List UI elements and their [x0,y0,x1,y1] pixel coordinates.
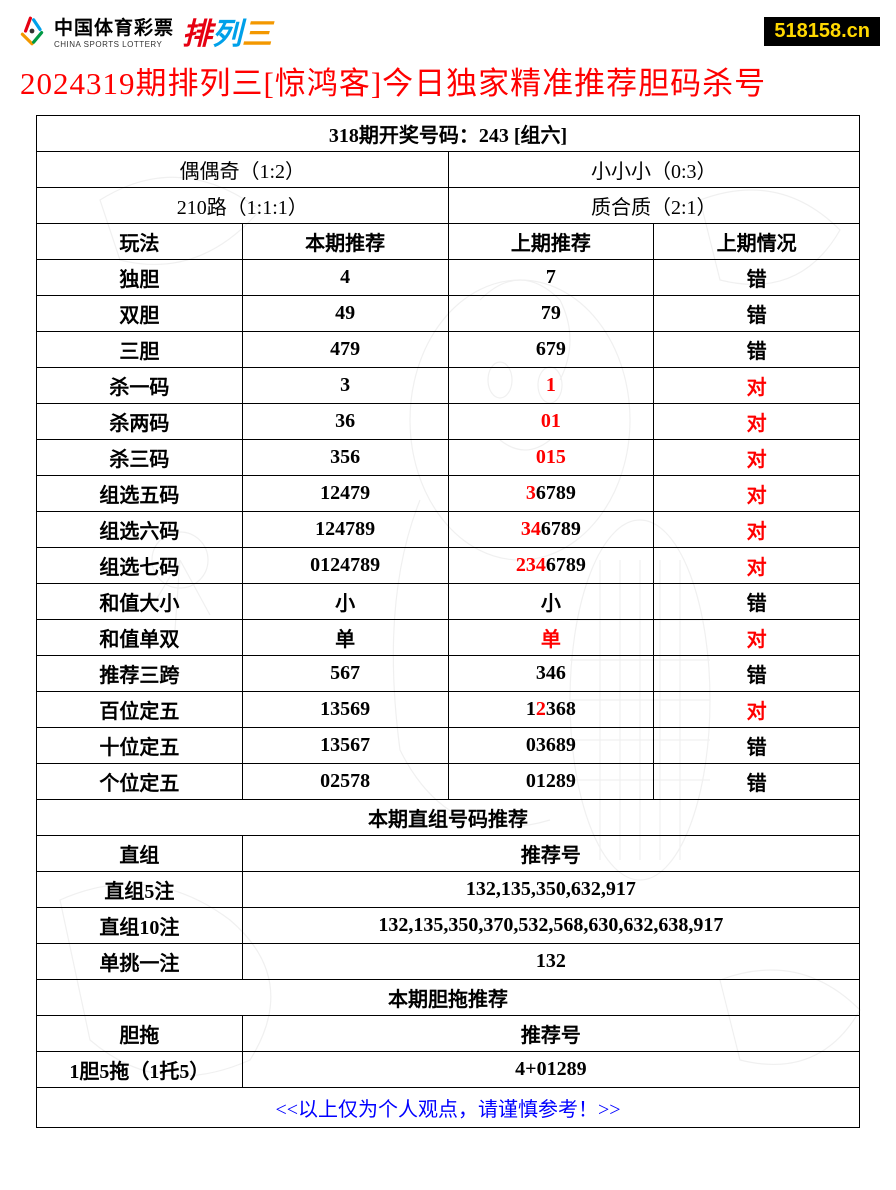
page-title: 2024319期排列三[惊鸿客]今日独家精准推荐胆码杀号 [0,56,896,115]
zhizu-value: 132,135,350,370,532,568,630,632,638,917 [242,908,859,944]
row-name: 推荐三跨 [37,656,243,692]
prev-result: 错 [654,584,860,620]
prev-result: 对 [654,548,860,584]
summary-cell: 小小小（0:3） [448,152,860,188]
prev-pick: 01 [448,404,654,440]
prev-result: 错 [654,332,860,368]
prev-result: 错 [654,764,860,800]
row-name: 百位定五 [37,692,243,728]
prev-result: 错 [654,296,860,332]
logo-text-cn: 中国体育彩票 [54,13,174,40]
current-pick: 12479 [242,476,448,512]
row-name: 杀三码 [37,440,243,476]
row-name: 和值单双 [37,620,243,656]
current-pick: 4 [242,260,448,296]
zhizu-value: 132 [242,944,859,980]
prev-result: 错 [654,260,860,296]
prev-pick: 小 [448,584,654,620]
prev-result: 错 [654,656,860,692]
prev-result: 对 [654,620,860,656]
dantuo-col-header: 胆拖 [37,1016,243,1052]
current-pick: 13569 [242,692,448,728]
current-pick: 13567 [242,728,448,764]
prev-result: 错 [654,728,860,764]
pailie-logo: 排 列 三 [182,9,272,53]
col-header: 上期情况 [654,224,860,260]
current-pick: 567 [242,656,448,692]
prev-pick: 346789 [448,512,654,548]
zhizu-col-header: 推荐号 [242,836,859,872]
section-header: 本期胆拖推荐 [37,980,860,1016]
row-name: 十位定五 [37,728,243,764]
prev-result: 对 [654,692,860,728]
lottery-logo-icon [16,15,48,47]
prev-pick: 346 [448,656,654,692]
prev-pick: 2346789 [448,548,654,584]
prev-pick: 03689 [448,728,654,764]
summary-cell: 质合质（2:1） [448,188,860,224]
prev-pick: 36789 [448,476,654,512]
zhizu-name: 单挑一注 [37,944,243,980]
prev-pick: 679 [448,332,654,368]
current-pick: 49 [242,296,448,332]
current-pick: 356 [242,440,448,476]
prev-result: 对 [654,368,860,404]
header: 中国体育彩票 CHINA SPORTS LOTTERY 排 列 三 518158… [0,0,896,56]
row-name: 杀一码 [37,368,243,404]
col-header: 玩法 [37,224,243,260]
main-table: 318期开奖号码：243 [组六] 偶偶奇（1:2） 小小小（0:3） 210路… [36,115,860,1128]
row-name: 组选六码 [37,512,243,548]
current-pick: 02578 [242,764,448,800]
row-name: 三胆 [37,332,243,368]
prev-result: 对 [654,440,860,476]
dantuo-value: 4+01289 [242,1052,859,1088]
dantuo-name: 1胆5拖（1托5） [37,1052,243,1088]
row-name: 双胆 [37,296,243,332]
col-header: 上期推荐 [448,224,654,260]
current-pick: 小 [242,584,448,620]
footer-note: <<以上仅为个人观点，请谨慎参考！>> [37,1088,860,1128]
prev-pick: 1 [448,368,654,404]
prev-result: 对 [654,476,860,512]
dantuo-col-header: 推荐号 [242,1016,859,1052]
current-pick: 479 [242,332,448,368]
prev-pick: 79 [448,296,654,332]
current-pick: 36 [242,404,448,440]
row-name: 独胆 [37,260,243,296]
zhizu-name: 直组5注 [37,872,243,908]
prev-result: 对 [654,512,860,548]
row-name: 个位定五 [37,764,243,800]
row-name: 杀两码 [37,404,243,440]
row-name: 组选七码 [37,548,243,584]
zhizu-name: 直组10注 [37,908,243,944]
section-header: 本期直组号码推荐 [37,800,860,836]
current-pick: 124789 [242,512,448,548]
logo-text-en: CHINA SPORTS LOTTERY [54,40,174,49]
prev-pick: 12368 [448,692,654,728]
current-pick: 3 [242,368,448,404]
prev-pick: 单 [448,620,654,656]
prev-pick: 01289 [448,764,654,800]
zhizu-value: 132,135,350,632,917 [242,872,859,908]
row-name: 组选五码 [37,476,243,512]
col-header: 本期推荐 [242,224,448,260]
prev-result: 对 [654,404,860,440]
draw-result-row: 318期开奖号码：243 [组六] [37,116,860,152]
summary-cell: 210路（1:1:1） [37,188,449,224]
prev-pick: 015 [448,440,654,476]
zhizu-col-header: 直组 [37,836,243,872]
prev-pick: 7 [448,260,654,296]
site-badge: 518158.cn [764,17,880,46]
main-table-wrap: 318期开奖号码：243 [组六] 偶偶奇（1:2） 小小小（0:3） 210路… [0,115,896,1128]
current-pick: 0124789 [242,548,448,584]
current-pick: 单 [242,620,448,656]
lottery-logo: 中国体育彩票 CHINA SPORTS LOTTERY [16,13,174,49]
row-name: 和值大小 [37,584,243,620]
summary-cell: 偶偶奇（1:2） [37,152,449,188]
